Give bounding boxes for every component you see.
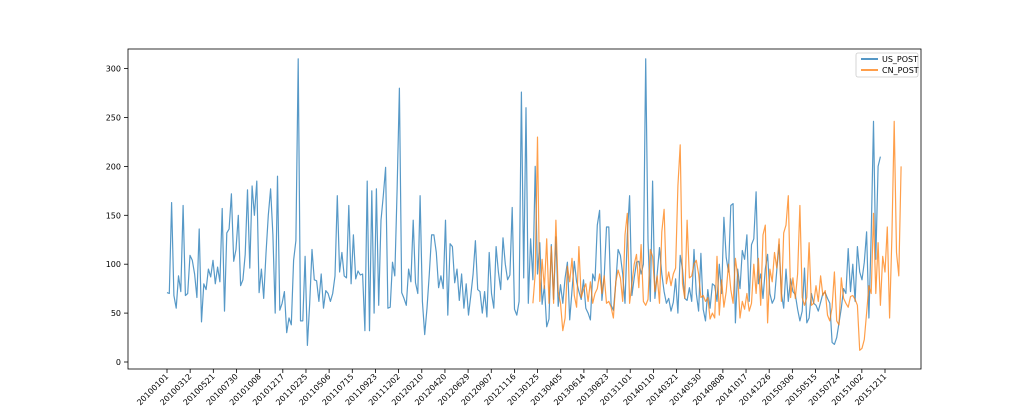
legend-label-us-post: US_POST <box>882 55 918 64</box>
y-tick-label: 100 <box>106 260 121 269</box>
y-tick-label: 50 <box>111 309 121 318</box>
series-layer <box>166 58 902 351</box>
y-tick-label: 150 <box>106 211 121 220</box>
series-line-cn-post <box>532 120 902 351</box>
y-axis: 0 50 100 150 200 250 300 <box>106 65 128 367</box>
legend-label-cn-post: CN_POST <box>882 66 919 75</box>
y-tick-label: 200 <box>106 162 121 171</box>
y-tick-label: 300 <box>106 65 121 74</box>
axes-frame <box>127 48 922 370</box>
y-tick-label: 0 <box>116 358 121 367</box>
y-tick-label: 250 <box>106 114 121 123</box>
legend: US_POST CN_POST <box>855 52 919 78</box>
